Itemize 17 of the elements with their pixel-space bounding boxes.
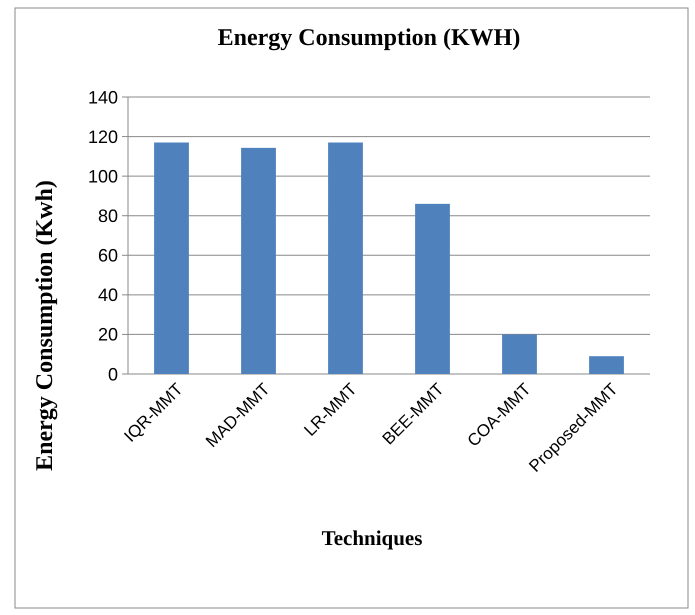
bar bbox=[502, 334, 537, 374]
y-tick-label: 100 bbox=[88, 166, 118, 186]
y-tick-label: 20 bbox=[98, 324, 118, 345]
y-tick-label: 60 bbox=[98, 246, 118, 266]
y-axis-title: Energy Consumption (Kwh) bbox=[32, 180, 58, 471]
y-tick-label: 140 bbox=[88, 87, 118, 108]
x-axis-title: Techniques bbox=[322, 526, 422, 550]
y-tick-label: 80 bbox=[98, 206, 118, 226]
bar bbox=[589, 356, 624, 374]
bar bbox=[415, 204, 450, 374]
y-tick-label: 0 bbox=[108, 364, 118, 384]
y-tick-label: 120 bbox=[88, 126, 118, 147]
y-tick-label: 40 bbox=[98, 285, 118, 306]
chart-title: Energy Consumption (KWH) bbox=[218, 25, 520, 51]
bar bbox=[154, 142, 189, 374]
bar bbox=[241, 148, 276, 374]
bar bbox=[328, 142, 363, 374]
